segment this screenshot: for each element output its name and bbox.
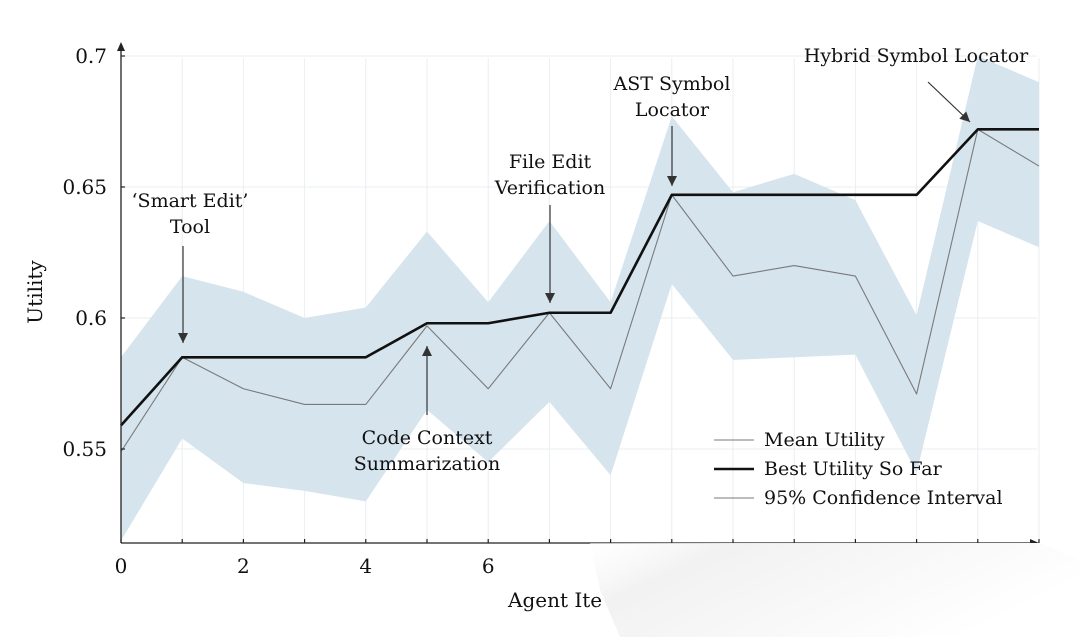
annotation-label: Locator (635, 99, 710, 121)
legend: Mean Utility Best Utility So Far 95% Confi… (714, 429, 1003, 509)
annotation-label: Tool (170, 216, 210, 238)
annotation-label: Verification (494, 177, 605, 199)
y-axis-arrowhead (117, 42, 125, 51)
annotation-arrowhead (545, 293, 555, 303)
confidence-band-layer (121, 56, 1039, 541)
annotation-label: Summarization (354, 453, 501, 475)
annotation-label: AST Symbol (613, 73, 731, 95)
x-tick-label: 6 (482, 554, 495, 578)
annotation-arrowhead (959, 111, 970, 122)
annotation-label: Hybrid Symbol Locator (804, 45, 1029, 67)
annotation-label: File Edit (509, 151, 592, 173)
mean-utility-line (120, 128, 1040, 452)
y-axis-title: Utility (23, 260, 47, 324)
x-axis-title: Agent Ite (507, 588, 602, 612)
y-tick-label: 0.65 (62, 175, 107, 199)
x-tick-label: 4 (359, 554, 372, 578)
x-tick-label: 0 (115, 554, 128, 578)
image-smudge-overlay (590, 543, 1080, 637)
best-utility-line (120, 128, 1039, 427)
annotation-label: ‘Smart Edit’ (132, 190, 249, 212)
tick-labels: 0 2 4 6 0.55 0.6 0.65 0.7 (62, 44, 494, 578)
y-tick-label: 0.55 (62, 437, 107, 461)
annotation-arrowhead (178, 333, 188, 343)
y-tick-label: 0.7 (75, 44, 107, 68)
annotation-arrowhead (667, 176, 677, 186)
annotation-arrowhead (422, 346, 432, 356)
legend-entry: Best Utility So Far (764, 458, 943, 480)
annotation-label: Code Context (362, 427, 493, 449)
y-tick-label: 0.6 (75, 306, 107, 330)
confidence-interval-band (121, 56, 1039, 541)
x-tick-label: 2 (237, 554, 250, 578)
legend-entry: Mean Utility (764, 429, 885, 451)
legend-entry: 95% Confidence Interval (764, 487, 1003, 509)
annotations: ‘Smart Edit’ Tool Code Context Summarizatio… (132, 45, 1030, 475)
